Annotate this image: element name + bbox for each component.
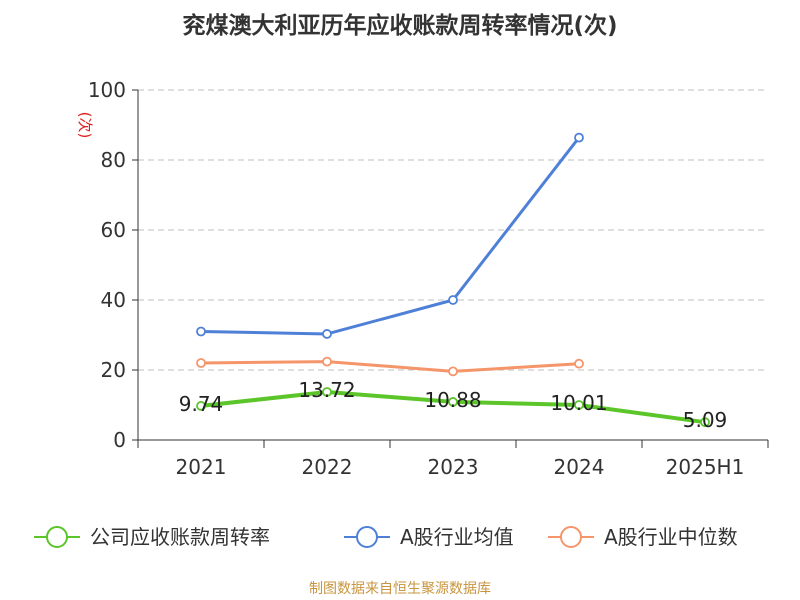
y-tick-label: 40 [101, 288, 126, 312]
data-point [448, 366, 458, 377]
legend-marker [46, 526, 68, 548]
legend-marker [356, 526, 378, 548]
series-line [200, 360, 580, 373]
source-note: 制图数据来自恒生聚源数据库 [309, 581, 491, 597]
y-axis-label: (次) [76, 112, 94, 139]
y-tick-label: 0 [113, 428, 126, 452]
data-label: 5.09 [683, 408, 728, 432]
x-tick-label: 2021 [176, 455, 227, 479]
data-point [196, 358, 206, 368]
data-point [196, 326, 206, 337]
legend-marker [560, 526, 582, 548]
data-point [322, 356, 332, 367]
x-tick-label: 2023 [428, 455, 479, 479]
data-label: 10.88 [424, 388, 481, 412]
x-tick-label: 2022 [302, 455, 353, 479]
data-label: 10.01 [550, 391, 607, 415]
x-tick-label: 2024 [554, 455, 605, 479]
y-tick-label: 100 [88, 78, 126, 102]
legend-label: A股行业中位数 [604, 525, 738, 549]
data-point [448, 295, 458, 305]
y-tick-label: 80 [101, 148, 126, 172]
data-point [574, 358, 584, 369]
data-point [196, 401, 206, 411]
data-label: 13.72 [298, 378, 355, 402]
y-tick-label: 20 [101, 358, 126, 382]
data-label: 9.74 [179, 392, 224, 416]
series-line [200, 136, 581, 336]
data-point [574, 400, 584, 410]
data-point [574, 132, 584, 143]
legend-label: A股行业均值 [400, 525, 514, 549]
chart-title: 兖煤澳大利亚历年应收账款周转率情况(次) [182, 13, 618, 39]
data-point [322, 329, 332, 339]
y-tick-label: 60 [101, 218, 126, 242]
data-point [448, 397, 458, 407]
data-point [700, 417, 710, 428]
data-point [322, 387, 332, 397]
legend-label: 公司应收账款周转率 [90, 525, 270, 549]
x-tick-label: 2025H1 [666, 455, 745, 479]
